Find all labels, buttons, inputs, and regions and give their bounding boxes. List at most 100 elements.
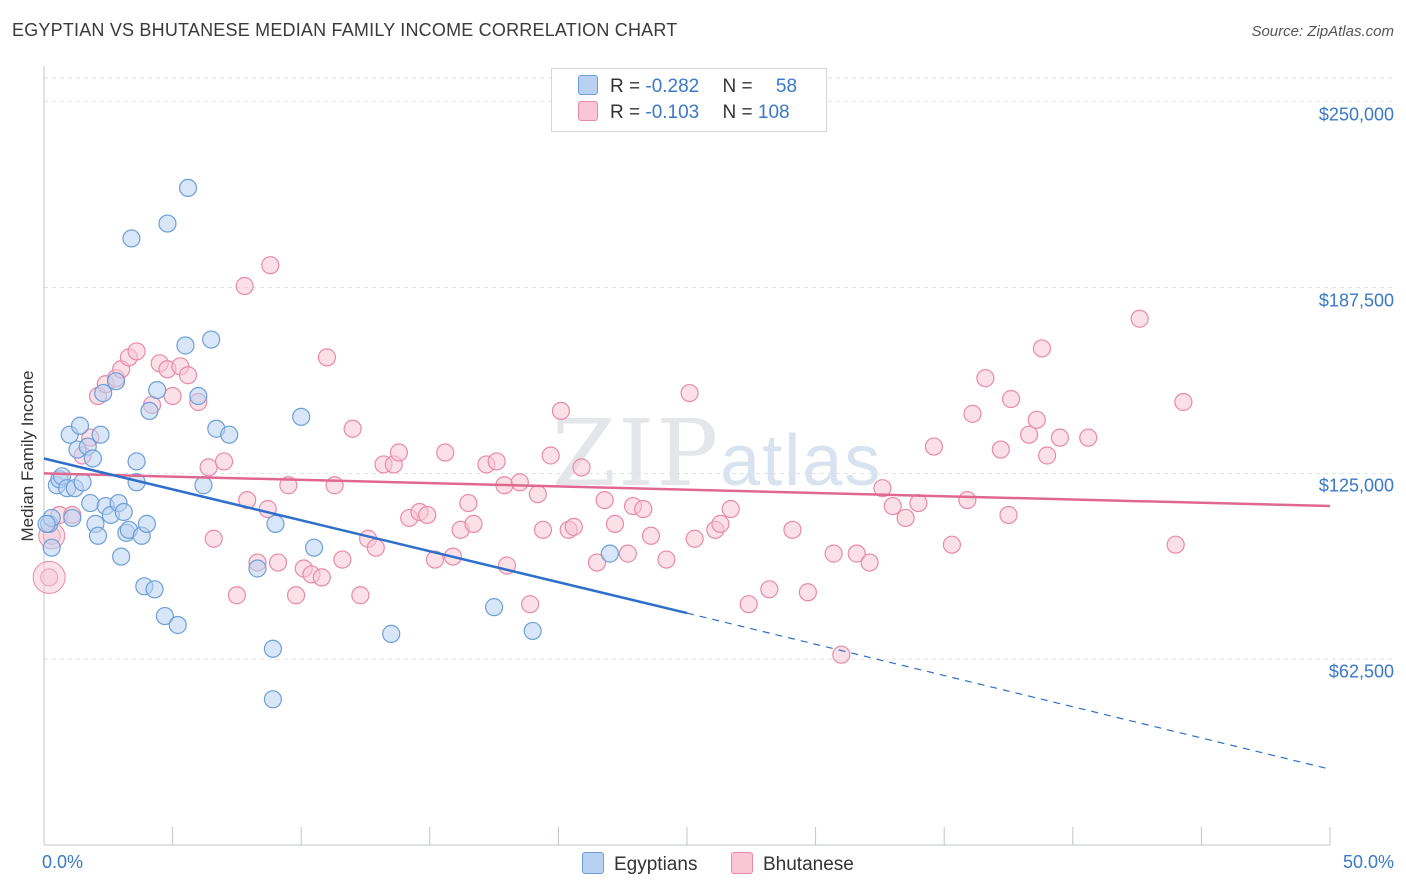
bhutanese-point: [1037, 446, 1057, 465]
bhutanese-point: [163, 386, 182, 406]
egyptians-point: [73, 473, 92, 492]
bhutanese-point: [343, 419, 362, 438]
egyptians-n-value: 58: [775, 76, 798, 97]
bhutanese-point: [510, 473, 529, 492]
bhutanese-point: [418, 505, 437, 525]
egyptians-point: [112, 547, 131, 566]
x-tick-label-max: 50.0%: [1342, 852, 1394, 872]
egyptians-trend-extrapolation: [686, 612, 1331, 770]
egyptians-point: [37, 514, 56, 533]
bhutanese-point: [178, 366, 198, 385]
bhutanese-point: [680, 383, 699, 403]
bhutanese-point: [199, 458, 218, 477]
egyptians-point: [220, 425, 239, 444]
bhutanese-point: [657, 550, 676, 569]
bhutanese-point: [976, 369, 995, 388]
bhutanese-point: [317, 348, 337, 367]
egyptians-point: [140, 401, 159, 421]
bhutanese-point: [873, 479, 892, 498]
egyptians-point: [81, 493, 100, 513]
bhutanese-point: [551, 401, 571, 421]
egyptians-point: [600, 544, 619, 563]
trend-lines: [43, 457, 1331, 770]
bhutanese-point: [641, 526, 661, 545]
bhutanese-point: [333, 550, 352, 569]
bhutanese-point: [924, 437, 944, 456]
legend-row-bhutanese: R = -0.103 N = 108: [578, 101, 790, 127]
egyptians-point: [263, 690, 283, 709]
source-label: Source: ZipAtlas.com: [1251, 23, 1394, 40]
egyptians-point: [70, 416, 90, 435]
egyptians-point: [176, 336, 195, 355]
bhutanese-point: [464, 514, 483, 533]
bhutanese-point: [261, 256, 280, 275]
bhutanese-point: [999, 505, 1018, 525]
bhutanese-point: [685, 529, 704, 548]
egyptians-point: [194, 476, 213, 495]
bhutanese-point: [389, 443, 409, 462]
bhutanese-point: [204, 529, 223, 548]
bhutanese-point: [521, 595, 540, 614]
egyptians-point: [145, 580, 164, 599]
bhutanese-point: [605, 514, 625, 533]
bhutanese-point: [312, 568, 331, 587]
bhutanese-point: [958, 490, 977, 510]
bhutanese-point: [711, 514, 730, 533]
bhutanese-point: [268, 553, 288, 572]
bhutanese-point: [963, 404, 982, 423]
egyptians-point: [485, 598, 504, 617]
bhutanese-point: [1166, 535, 1185, 554]
egyptians-r-value: -0.282: [645, 76, 700, 97]
bhutanese-point-large: [32, 560, 66, 594]
egyptians-swatch: [578, 75, 598, 95]
bhutanese-point: [425, 550, 445, 569]
chart-title: EGYPTIAN VS BHUTANESE MEDIAN FAMILY INCO…: [12, 20, 678, 40]
egyptians-point: [42, 538, 61, 557]
bhutanese-point: [459, 493, 478, 513]
legend-item-egyptians[interactable]: Egyptians: [582, 852, 697, 876]
egyptians-point: [155, 606, 174, 626]
bhutanese-point: [634, 499, 653, 519]
stats-legend: R = -0.282 N = 58 R = -0.103 N = 108: [551, 68, 827, 132]
egyptians-point: [382, 624, 401, 643]
egyptians-point: [158, 214, 177, 233]
bhutanese-trend-line: [43, 472, 1331, 508]
egyptians-point: [266, 514, 285, 533]
egyptians-point: [248, 559, 267, 578]
bhutanese-point: [541, 446, 560, 465]
bhutanese-point: [783, 520, 802, 539]
bhutanese-point: [227, 586, 246, 605]
egyptians-point: [88, 526, 108, 545]
bhutanese-point: [618, 544, 637, 563]
bhutanese-swatch: [578, 101, 598, 121]
bhutanese-point: [909, 493, 928, 513]
bhutanese-point: [896, 508, 915, 528]
bhutanese-legend-swatch: [731, 852, 753, 874]
bhutanese-point: [325, 476, 344, 495]
bhutanese-point: [366, 538, 385, 557]
egyptians-point: [148, 380, 167, 400]
egyptians-point: [137, 514, 156, 533]
bhutanese-r-value: -0.103: [645, 102, 700, 123]
bhutanese-point: [351, 586, 370, 605]
bhutanese-point: [721, 499, 740, 519]
y-tick-label: $62,500: [1328, 661, 1394, 682]
bhutanese-point: [528, 485, 547, 504]
egyptians-point: [168, 615, 187, 635]
egyptians-points: [37, 178, 619, 709]
egyptians-point: [106, 372, 126, 391]
bhutanese-point: [436, 443, 455, 462]
bhutanese-point: [883, 496, 902, 516]
bhutanese-point: [798, 583, 817, 602]
bhutanese-n-value: 108: [757, 102, 790, 123]
bhutanese-point: [1032, 339, 1052, 358]
axes: [43, 66, 1331, 846]
legend-item-bhutanese[interactable]: Bhutanese: [731, 852, 854, 876]
grid-lines: [44, 77, 1394, 660]
egyptians-point: [189, 386, 208, 406]
egyptians-legend-swatch: [582, 852, 604, 874]
bhutanese-point: [760, 580, 779, 599]
bhutanese-point: [587, 553, 607, 572]
y-tick-label: $125,000: [1318, 475, 1394, 496]
bhutanese-point: [739, 595, 758, 614]
